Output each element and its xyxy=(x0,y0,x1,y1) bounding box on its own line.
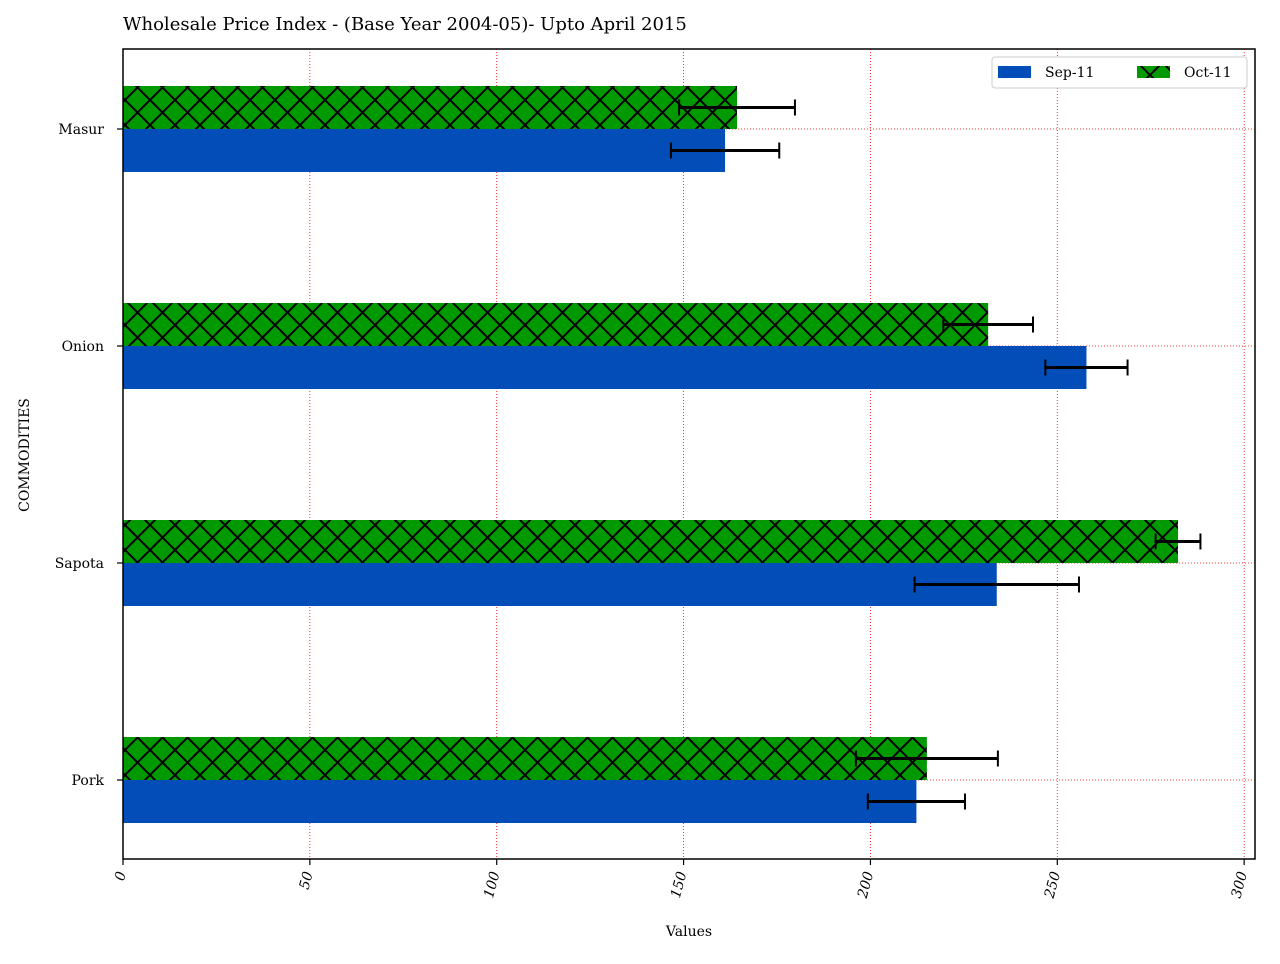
y-tick-label-sapota: Sapota xyxy=(55,556,104,572)
x-tick-label: 50 xyxy=(297,870,317,891)
bar-sep-11-onion xyxy=(123,346,1087,389)
chart-title: Wholesale Price Index - (Base Year 2004-… xyxy=(123,14,687,35)
axis-layer: 0 50 100 150 200 250 300 Pork Sapota Onion Masur xyxy=(55,48,1256,901)
y-tick-label-pork: Pork xyxy=(72,773,105,789)
error-bar-layer xyxy=(669,99,1202,810)
x-tick-label: 200 xyxy=(855,870,878,901)
x-axis-label: Values xyxy=(665,924,713,940)
legend-swatch-sep-11 xyxy=(998,66,1031,78)
plot-frame xyxy=(122,48,1256,860)
y-tick-label-masur: Masur xyxy=(58,122,104,138)
x-tick-label: 150 xyxy=(668,870,690,900)
bar-oct-11-masur xyxy=(123,86,738,129)
legend-label-sep-11: Sep-11 xyxy=(1045,65,1094,81)
x-tick-label: 300 xyxy=(1229,870,1251,900)
bar-layer xyxy=(123,86,1179,823)
bar-oct-11-pork xyxy=(123,737,927,780)
x-tick-label: 0 xyxy=(112,870,130,883)
x-tick-label: 100 xyxy=(481,870,503,900)
grid-layer xyxy=(122,49,1255,859)
legend-swatch-oct-11 xyxy=(1137,66,1170,78)
x-tick-label: 250 xyxy=(1042,870,1065,901)
bar-sep-11-sapota xyxy=(123,563,997,606)
bar-sep-11-masur xyxy=(123,129,726,172)
legend-frame xyxy=(991,56,1248,89)
legend-label-oct-11: Oct-11 xyxy=(1184,65,1232,81)
legend: Sep-11 Oct-11 xyxy=(991,56,1248,89)
bar-oct-11-sapota xyxy=(123,520,1179,563)
y-tick-label-onion: Onion xyxy=(62,339,104,355)
bar-oct-11-onion xyxy=(123,303,989,346)
bar-sep-11-pork xyxy=(123,780,917,823)
y-axis-label: COMMODITIES xyxy=(17,398,33,512)
